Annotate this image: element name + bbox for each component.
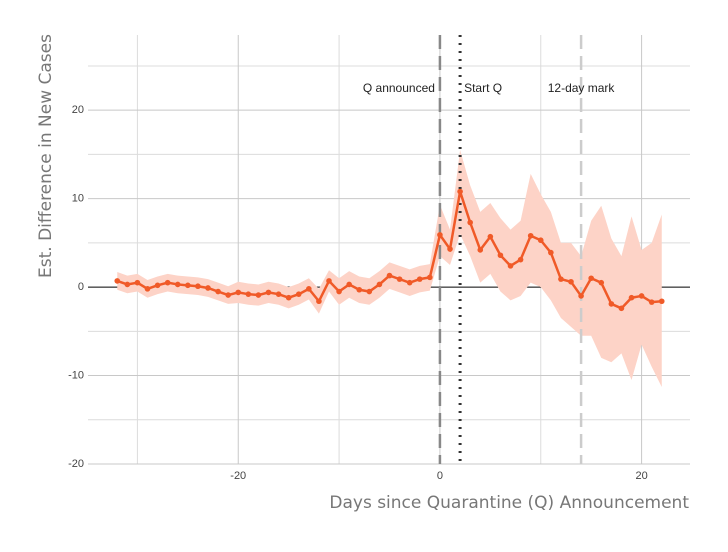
data-point xyxy=(366,288,373,295)
data-point xyxy=(215,288,221,295)
data-point xyxy=(638,293,645,299)
data-point xyxy=(507,263,514,269)
annotation-label: Start Q xyxy=(464,81,502,95)
data-point xyxy=(316,298,322,305)
data-point xyxy=(235,289,242,296)
data-point xyxy=(225,292,231,298)
data-point xyxy=(406,279,413,286)
data-point xyxy=(245,291,252,297)
x-tick-label: -20 xyxy=(230,470,246,482)
data-point xyxy=(346,281,352,288)
data-point xyxy=(588,275,594,282)
data-point xyxy=(477,247,484,253)
data-point xyxy=(356,286,363,293)
data-point xyxy=(134,279,141,286)
data-point xyxy=(447,246,453,252)
confidence-band xyxy=(117,149,662,388)
data-point xyxy=(144,286,151,292)
data-point xyxy=(174,281,181,288)
data-point xyxy=(124,281,131,288)
data-point xyxy=(185,282,191,289)
data-point xyxy=(467,219,473,226)
data-point xyxy=(427,274,433,281)
data-point xyxy=(437,232,443,238)
data-point xyxy=(598,279,605,286)
data-point xyxy=(658,298,665,305)
data-point xyxy=(558,276,564,282)
data-point xyxy=(648,299,655,305)
data-point xyxy=(608,301,615,307)
annotation-label: Q announced xyxy=(363,81,435,95)
x-tick-label: 0 xyxy=(437,470,443,482)
data-point xyxy=(548,249,554,256)
data-point xyxy=(295,291,302,297)
x-tick-label: 20 xyxy=(635,470,647,482)
y-tick-label: 0 xyxy=(78,281,84,293)
data-point xyxy=(376,281,383,288)
data-point xyxy=(285,294,292,301)
data-point xyxy=(628,294,635,301)
data-point xyxy=(386,272,393,279)
x-axis-title: Days since Quarantine (Q) Announcement xyxy=(329,493,689,513)
data-point xyxy=(568,278,574,285)
data-point xyxy=(497,252,504,259)
data-point xyxy=(396,276,403,282)
y-tick-label: 20 xyxy=(72,104,84,116)
data-point xyxy=(618,305,625,312)
data-point xyxy=(527,232,534,239)
data-point xyxy=(326,278,332,284)
data-point xyxy=(275,291,282,297)
data-point xyxy=(205,285,211,291)
data-point xyxy=(537,237,544,244)
data-point xyxy=(114,278,121,284)
annotation-label: 12-day mark xyxy=(548,81,616,95)
y-axis-title: Est. Difference in New Cases xyxy=(36,34,56,278)
data-point xyxy=(306,286,312,292)
data-point xyxy=(154,282,161,289)
data-point xyxy=(255,292,262,298)
y-tick-label: -20 xyxy=(68,458,84,470)
data-point xyxy=(164,279,171,286)
data-point xyxy=(195,283,201,290)
data-point xyxy=(487,233,494,240)
data-point xyxy=(517,256,524,263)
y-tick-label: 10 xyxy=(72,193,84,205)
data-point xyxy=(416,276,423,282)
y-tick-label: -10 xyxy=(68,369,84,381)
data-point xyxy=(265,289,272,296)
data-point xyxy=(578,293,584,299)
data-point xyxy=(336,288,342,295)
data-point xyxy=(457,188,463,195)
